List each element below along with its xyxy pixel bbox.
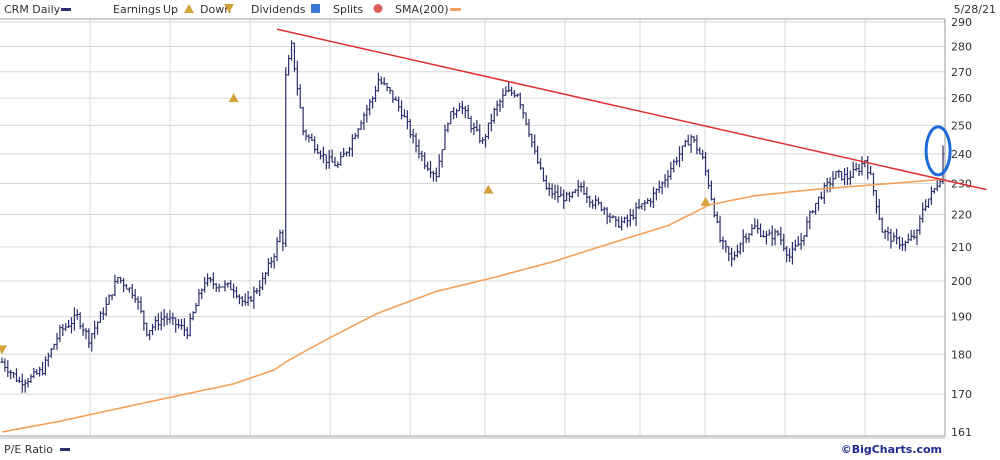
sma-label: SMA(200) xyxy=(395,3,449,16)
earnings-marker-icon xyxy=(483,184,494,194)
highlight-ellipse xyxy=(924,125,952,177)
date-label: 5/28/21 xyxy=(954,3,996,16)
symbol-label: CRM Daily xyxy=(4,3,61,16)
y-tick-label: 161 xyxy=(951,426,972,439)
y-tick-label: 270 xyxy=(951,66,972,79)
earnings-label: Earnings xyxy=(113,3,161,16)
earnings-markers xyxy=(0,93,711,355)
bigcharts-credit: ©BigCharts.com xyxy=(841,443,942,456)
splits-icon xyxy=(373,4,383,13)
sma-swatch xyxy=(450,8,461,11)
y-tick-label: 190 xyxy=(951,311,972,324)
earnings-marker-icon xyxy=(700,196,711,206)
chart-grid xyxy=(0,19,945,436)
earnings-down-label: Down xyxy=(200,3,231,16)
splits-label: Splits xyxy=(333,3,363,16)
pe-ratio-label: P/E Ratio xyxy=(4,443,53,456)
sma-200-line xyxy=(1,178,944,433)
y-tick-label: 240 xyxy=(951,148,972,161)
earnings-down-icon xyxy=(224,4,234,13)
y-tick-label: 170 xyxy=(951,388,972,401)
earnings-up-label: Up xyxy=(163,3,178,16)
y-tick-label: 290 xyxy=(951,16,972,29)
price-bar xyxy=(941,145,945,184)
y-tick-label: 200 xyxy=(951,275,972,288)
pe-ratio-swatch xyxy=(60,448,70,451)
y-tick-label: 260 xyxy=(951,92,972,105)
price-series-swatch xyxy=(61,8,71,11)
dividends-label: Dividends xyxy=(251,3,306,16)
y-axis-ticks: 1611701801902002102202302402502602702802… xyxy=(951,16,972,439)
resistance-trendline xyxy=(276,28,987,191)
y-tick-label: 250 xyxy=(951,119,972,132)
earnings-marker-icon xyxy=(0,345,7,355)
price-bars xyxy=(0,40,945,393)
y-tick-label: 210 xyxy=(951,241,972,254)
earnings-marker-icon xyxy=(228,93,239,103)
price-bar xyxy=(220,286,224,288)
earnings-up-icon xyxy=(184,4,194,13)
y-tick-label: 220 xyxy=(951,208,972,221)
y-tick-label: 280 xyxy=(951,40,972,53)
dividends-icon xyxy=(311,4,320,13)
y-tick-label: 180 xyxy=(951,348,972,361)
